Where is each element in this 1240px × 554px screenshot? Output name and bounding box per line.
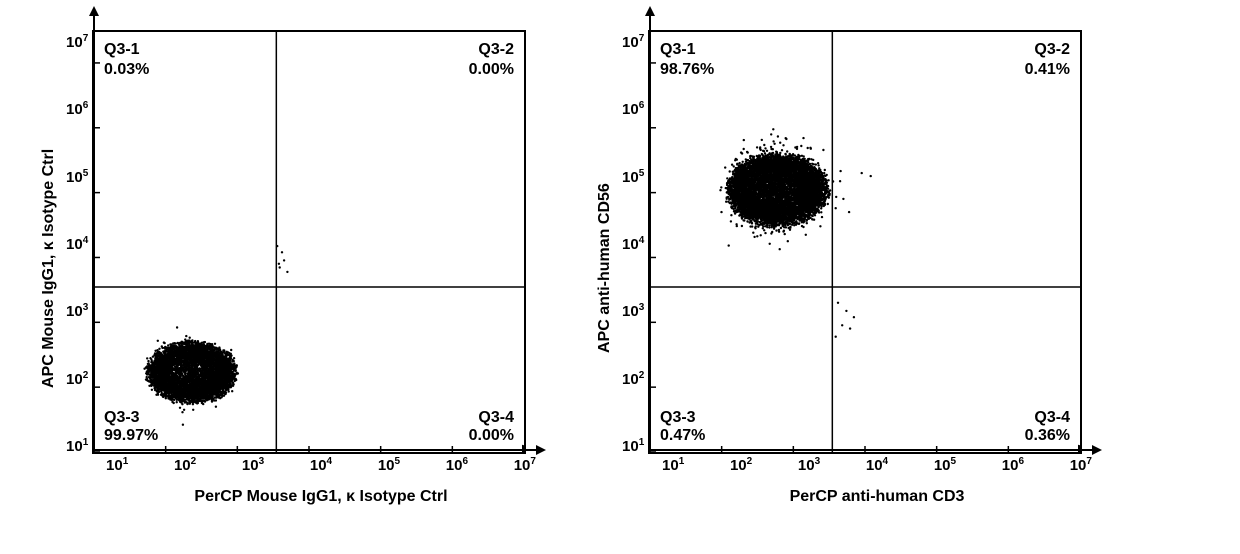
- scatter-plot-left: Q3-10.03%Q3-20.00%Q3-399.97%Q3-40.00%: [92, 30, 526, 454]
- figure-container: APC Mouse IgG1, κ Isotype Ctrl 107 106 1…: [0, 0, 1240, 536]
- x-ticks-right: 101 102 103 104 105 106 107: [662, 456, 1092, 474]
- panel-right: APC anti-human CD56 107 106 105 104 103 …: [596, 30, 1092, 506]
- y-axis-label-left: APC Mouse IgG1, κ Isotype Ctrl: [40, 58, 58, 478]
- y-ticks-left: 107 106 105 104 103 102 101: [66, 34, 88, 454]
- y-ticks-right: 107 106 105 104 103 102 101: [622, 34, 644, 454]
- x-axis-label-left: PerCP Mouse IgG1, κ Isotype Ctrl: [106, 488, 536, 506]
- y-axis-label-right: APC anti-human CD56: [596, 58, 614, 478]
- x-axis-label-right: PerCP anti-human CD3: [662, 488, 1092, 506]
- panel-left: APC Mouse IgG1, κ Isotype Ctrl 107 106 1…: [40, 30, 536, 506]
- x-ticks-left: 101 102 103 104 105 106 107: [106, 456, 536, 474]
- scatter-plot-right: Q3-198.76%Q3-20.41%Q3-30.47%Q3-40.36%: [648, 30, 1082, 454]
